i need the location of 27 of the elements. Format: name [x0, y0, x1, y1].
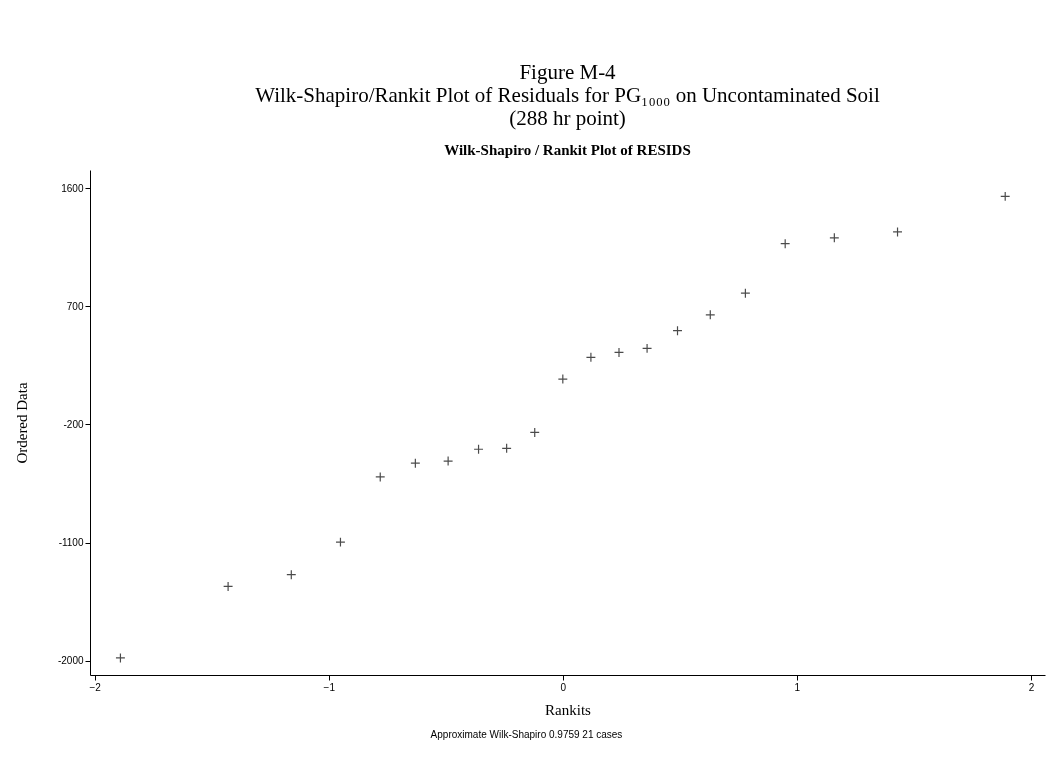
text: Approximate Wilk-Shapiro 0.9759 21 cases: [429, 728, 624, 742]
x-tick-label: 2: [1028, 681, 1035, 693]
point: [613, 347, 625, 358]
y-axis-title: Ordered Data: [13, 382, 30, 464]
text: Figure M-4: [519, 60, 616, 84]
x-tick-label: −2: [89, 681, 102, 693]
chart-subtitle: Wilk-Shapiro / Rankit Plot of RESIDS: [444, 142, 691, 158]
x-tick-label: 1: [794, 681, 801, 693]
text: Wilk-Shapiro/Rankit Plot of Residuals for PG₁₀₀₀ on Uncontaminated Soil: [255, 83, 880, 107]
point: [115, 652, 126, 664]
point: [585, 352, 596, 363]
y-tick-label: -1100: [58, 537, 84, 549]
y-tick-label: -200: [63, 418, 84, 430]
text: (288 hr point): [509, 106, 626, 130]
point: [443, 455, 454, 467]
point: [892, 226, 903, 237]
x-tick-label: −1: [323, 681, 336, 693]
y-tick-label: 700: [66, 300, 84, 312]
y-tick-label: 1600: [61, 182, 84, 194]
point: [375, 471, 386, 483]
x-axis-title: Rankits: [545, 701, 592, 718]
point: [642, 343, 653, 354]
point: [557, 374, 568, 385]
point: [335, 537, 346, 548]
x-tick-label: 0: [560, 681, 567, 693]
point: [223, 581, 234, 592]
y-tick-label: -2000: [57, 655, 84, 667]
